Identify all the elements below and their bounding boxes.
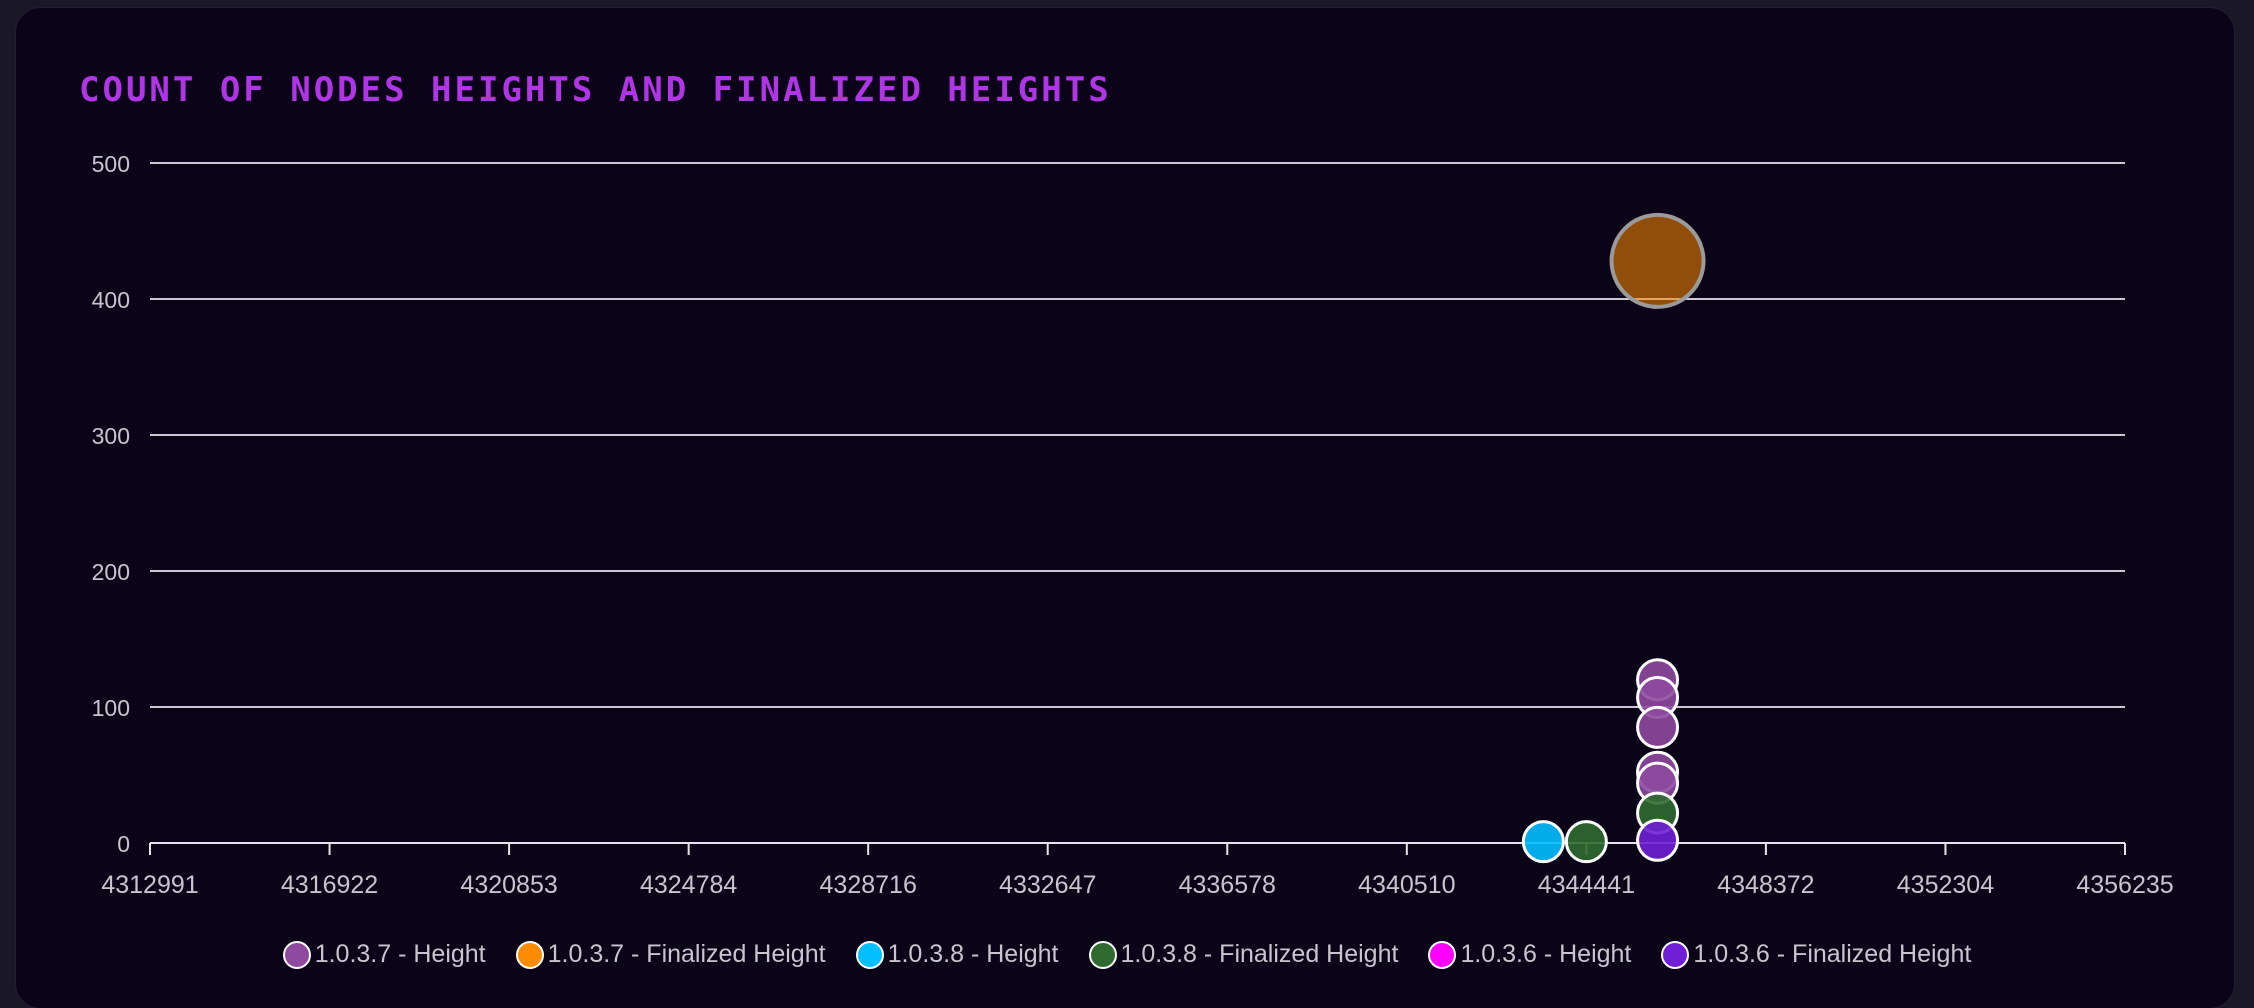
gridlines (150, 162, 2125, 708)
x-tick-label: 4328716 (820, 871, 917, 899)
axes (149, 842, 2126, 855)
y-tick-label: 200 (92, 559, 130, 585)
legend-swatch-icon (1088, 940, 1117, 969)
data-point[interactable] (1636, 705, 1680, 749)
data-point[interactable] (1564, 820, 1608, 864)
legend-label: 1.0.3.8 - Height (887, 940, 1059, 968)
legend-item[interactable]: 1.0.3.7 - Finalized Height (515, 940, 826, 969)
x-tick-label: 4316922 (281, 871, 378, 899)
legend-label: 1.0.3.7 - Finalized Height (547, 940, 826, 968)
data-point[interactable] (1521, 820, 1565, 864)
legend-swatch-icon (855, 940, 884, 969)
legend-swatch-icon (1428, 940, 1457, 969)
legend-item[interactable]: 1.0.3.6 - Finalized Height (1661, 940, 1971, 969)
x-tick-label: 4340510 (1358, 871, 1455, 899)
data-point[interactable] (1636, 818, 1680, 862)
x-tick-label: 4348372 (1717, 871, 1814, 899)
legend-item[interactable]: 1.0.3.8 - Height (855, 940, 1059, 969)
legend-item[interactable]: 1.0.3.7 - Height (282, 940, 486, 969)
legend-label: 1.0.3.6 - Finalized Height (1693, 940, 1972, 968)
legend-item[interactable]: 1.0.3.6 - Height (1428, 940, 1631, 969)
y-tick-label: 100 (92, 695, 130, 721)
legend-swatch-icon (1661, 940, 1690, 969)
legend-swatch-icon (515, 940, 544, 969)
legend-item[interactable]: 1.0.3.8 - Finalized Height (1088, 940, 1399, 969)
data-point[interactable] (1609, 212, 1706, 309)
legend-label: 1.0.3.8 - Finalized Height (1120, 940, 1399, 968)
x-tick-label: 4332647 (999, 871, 1096, 899)
y-tick-label: 0 (117, 831, 130, 857)
y-tick-label: 500 (92, 151, 130, 177)
tick-labels: 0 100 200 300 400 500 4312991 4316922 4320853 432… (92, 151, 2174, 899)
chart-title: COUNT OF NODES HEIGHTS AND FINALIZED HEI… (79, 70, 1112, 110)
x-tick-label: 4352304 (1897, 871, 1994, 899)
legend-swatch-icon (282, 940, 311, 969)
chart-legend: 1.0.3.7 - Height 1.0.3.7 - Finalized Heig… (0, 940, 2254, 969)
legend-label: 1.0.3.7 - Height (314, 940, 486, 968)
legend-label: 1.0.3.6 - Height (1460, 940, 1632, 968)
x-tick-label: 4336578 (1179, 871, 1276, 899)
chart-card: COUNT OF NODES HEIGHTS AND FINALIZED HEI… (16, 8, 2234, 1008)
x-tick-label: 4344441 (1538, 871, 1635, 899)
x-tick-label: 4356235 (2076, 871, 2173, 899)
data-points (1521, 212, 1706, 864)
y-tick-label: 400 (92, 287, 130, 313)
x-tick-label: 4312991 (101, 871, 198, 899)
x-tick-label: 4320853 (460, 871, 557, 899)
y-tick-label: 300 (92, 423, 130, 449)
x-tick-label: 4324784 (640, 871, 737, 899)
